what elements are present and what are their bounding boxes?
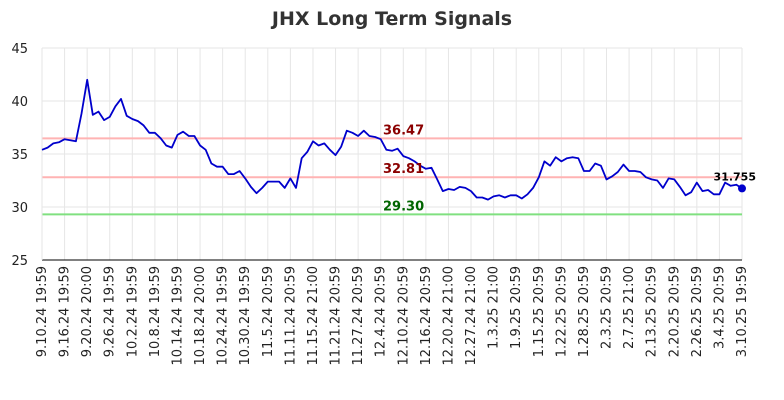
- y-tick-label: 40: [11, 95, 28, 110]
- x-tick-label: 2.20.25 20:59: [667, 266, 682, 357]
- x-tick-label: 9.16.24 19:59: [58, 266, 73, 357]
- x-tick-label: 1.9.25 20:59: [509, 266, 524, 349]
- price-series: [41, 78, 743, 201]
- x-tick-label: 1.3.25 21:00: [487, 266, 502, 349]
- y-tick-label: 45: [11, 42, 28, 57]
- y-tick-label: 25: [11, 254, 28, 269]
- x-tick-label: 2.13.25 20:59: [645, 266, 660, 357]
- x-tick-label: 9.26.24 19:59: [103, 266, 118, 357]
- series-line: [41, 78, 743, 201]
- signal-lines: [42, 137, 742, 216]
- x-tick-label: 10.18.24 20:00: [193, 266, 208, 366]
- x-tick-label: 3.4.25 20:59: [712, 266, 727, 349]
- x-tick-label: 9.10.24 19:59: [35, 266, 50, 357]
- last-value-label: 31.755: [714, 170, 756, 183]
- x-tick-label: 3.10.25 19:59: [735, 266, 750, 357]
- x-tick-label: 11.15.24 21:00: [306, 266, 321, 366]
- axes: [41, 48, 742, 261]
- signal-label: 36.47: [383, 123, 424, 138]
- x-tick-label: 10.14.24 19:59: [170, 266, 185, 366]
- last-point-marker: [738, 184, 746, 193]
- x-tick-label: 11.27.24 20:59: [351, 266, 366, 366]
- x-tick-label: 11.11.24 20:59: [283, 266, 298, 366]
- signal-label: 32.81: [383, 162, 424, 177]
- x-tick-label: 10.24.24 19:59: [216, 266, 231, 366]
- last-point: 31.755: [714, 170, 756, 193]
- x-tick-label: 2.26.25 20:59: [690, 266, 705, 357]
- signal-label: 29.30: [383, 199, 424, 214]
- x-tick-label: 10.2.24 19:59: [125, 266, 140, 357]
- x-tick-label: 12.20.24 21:00: [441, 266, 456, 366]
- y-gridlines: [42, 47, 742, 261]
- x-tick-label: 10.8.24 19:59: [148, 266, 163, 357]
- x-tick-labels: 9.10.24 19:59 9.16.24 19:59 9.20.24 20:00 9…: [35, 266, 750, 366]
- x-tick-label: 2.7.25 21:00: [622, 266, 637, 349]
- signal-labels: 36.47 32.81 29.30: [383, 123, 424, 214]
- y-tick-label: 35: [11, 148, 28, 163]
- x-tick-label: 12.27.24 21:00: [464, 266, 479, 366]
- y-tick-labels: 25 30 35 40 45: [11, 42, 28, 269]
- x-tick-label: 10.30.24 19:59: [238, 266, 253, 366]
- x-tick-label: 2.3.25 20:59: [600, 266, 615, 349]
- x-tick-label: 12.10.24 20:59: [396, 266, 411, 366]
- chart-title: JHX Long Term Signals: [270, 8, 512, 30]
- x-tick-label: 1.28.25 20:59: [577, 266, 592, 357]
- x-tick-label: 1.15.25 20:59: [532, 266, 547, 357]
- x-tick-label: 12.16.24 20:59: [419, 266, 434, 366]
- x-tick-label: 1.22.25 20:59: [554, 266, 569, 357]
- x-tick-label: 11.5.24 20:59: [261, 266, 276, 357]
- x-tick-label: 9.20.24 20:00: [80, 266, 95, 357]
- y-tick-label: 30: [11, 201, 28, 216]
- x-tick-label: 11.21.24 20:59: [329, 266, 344, 366]
- x-tick-label: 12.4.24 20:59: [374, 266, 389, 357]
